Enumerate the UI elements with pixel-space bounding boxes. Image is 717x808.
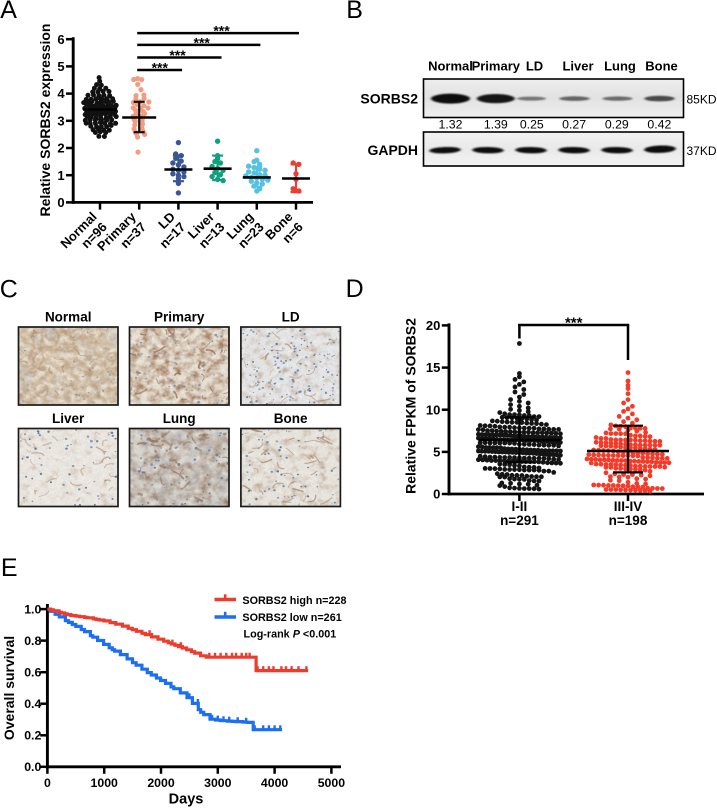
svg-text:Log-rank P <0.001: Log-rank P <0.001 [244, 629, 337, 641]
svg-text:I-II: I-II [512, 499, 528, 514]
svg-text:Relative SORBS2 expression: Relative SORBS2 expression [37, 24, 53, 217]
svg-text:0.4: 0.4 [24, 697, 41, 711]
svg-text:1: 1 [57, 168, 64, 183]
svg-text:Primary: Primary [472, 59, 521, 74]
svg-text:0: 0 [433, 487, 440, 502]
svg-text:0.0: 0.0 [24, 760, 41, 774]
svg-text:C: C [0, 275, 18, 303]
svg-text:4000: 4000 [261, 776, 289, 790]
svg-text:Liver: Liver [562, 59, 593, 74]
svg-text:GAPDH: GAPDH [367, 142, 418, 158]
svg-text:B: B [346, 0, 363, 24]
svg-text:LD: LD [282, 310, 300, 325]
svg-text:1000: 1000 [91, 776, 119, 790]
svg-text:Bone: Bone [274, 411, 308, 426]
svg-text:10: 10 [426, 402, 440, 417]
svg-text:***: *** [152, 59, 169, 75]
svg-text:n=198: n=198 [609, 513, 648, 528]
svg-text:0.25: 0.25 [520, 118, 544, 132]
svg-text:0.8: 0.8 [24, 634, 41, 648]
svg-text:***: *** [169, 47, 186, 63]
svg-text:20: 20 [426, 318, 440, 333]
svg-text:37KD: 37KD [687, 144, 717, 158]
svg-text:A: A [0, 0, 17, 24]
svg-text:2: 2 [57, 141, 64, 156]
svg-text:5000: 5000 [318, 776, 346, 790]
svg-text:0: 0 [44, 776, 51, 790]
svg-text:0.29: 0.29 [605, 118, 629, 132]
svg-text:1.32: 1.32 [439, 118, 463, 132]
svg-text:1.0: 1.0 [24, 602, 41, 616]
svg-text:E: E [1, 554, 18, 582]
svg-text:1.39: 1.39 [484, 118, 508, 132]
svg-text:SORBS2: SORBS2 [360, 91, 418, 107]
svg-text:Relative FPKM of SORBS2: Relative FPKM of SORBS2 [403, 318, 419, 494]
svg-text:0: 0 [57, 195, 64, 210]
svg-text:***: *** [213, 23, 230, 39]
svg-text:4: 4 [57, 86, 65, 101]
svg-text:n=291: n=291 [500, 513, 539, 528]
svg-text:Bone: Bone [645, 59, 678, 74]
svg-text:0.27: 0.27 [562, 118, 586, 132]
svg-text:Normal: Normal [45, 310, 92, 325]
svg-text:0.2: 0.2 [24, 729, 41, 743]
svg-text:SORBS2 high n=228: SORBS2 high n=228 [242, 595, 346, 607]
svg-text:3: 3 [57, 113, 64, 128]
svg-text:III-IV: III-IV [614, 499, 643, 514]
svg-text:5: 5 [57, 59, 64, 74]
svg-text:6: 6 [57, 32, 64, 47]
svg-text:SORBS2 low n=261: SORBS2 low n=261 [242, 612, 341, 624]
svg-text:Liver: Liver [52, 411, 85, 426]
svg-text:Overall survival: Overall survival [1, 636, 17, 740]
svg-text:LD: LD [526, 59, 543, 74]
svg-text:Lung: Lung [163, 411, 196, 426]
svg-text:***: *** [565, 315, 583, 332]
svg-text:Days: Days [169, 792, 204, 808]
svg-text:2000: 2000 [147, 776, 175, 790]
svg-text:D: D [346, 275, 364, 303]
svg-text:***: *** [194, 34, 211, 50]
svg-text:Lung: Lung [604, 59, 636, 74]
svg-text:Primary: Primary [154, 310, 205, 325]
svg-text:85KD: 85KD [687, 93, 717, 107]
svg-text:0.42: 0.42 [647, 118, 671, 132]
svg-text:15: 15 [426, 360, 440, 375]
svg-text:3000: 3000 [204, 776, 232, 790]
svg-text:5: 5 [433, 445, 440, 460]
svg-text:0.6: 0.6 [24, 666, 41, 680]
svg-text:Normal: Normal [428, 59, 473, 74]
